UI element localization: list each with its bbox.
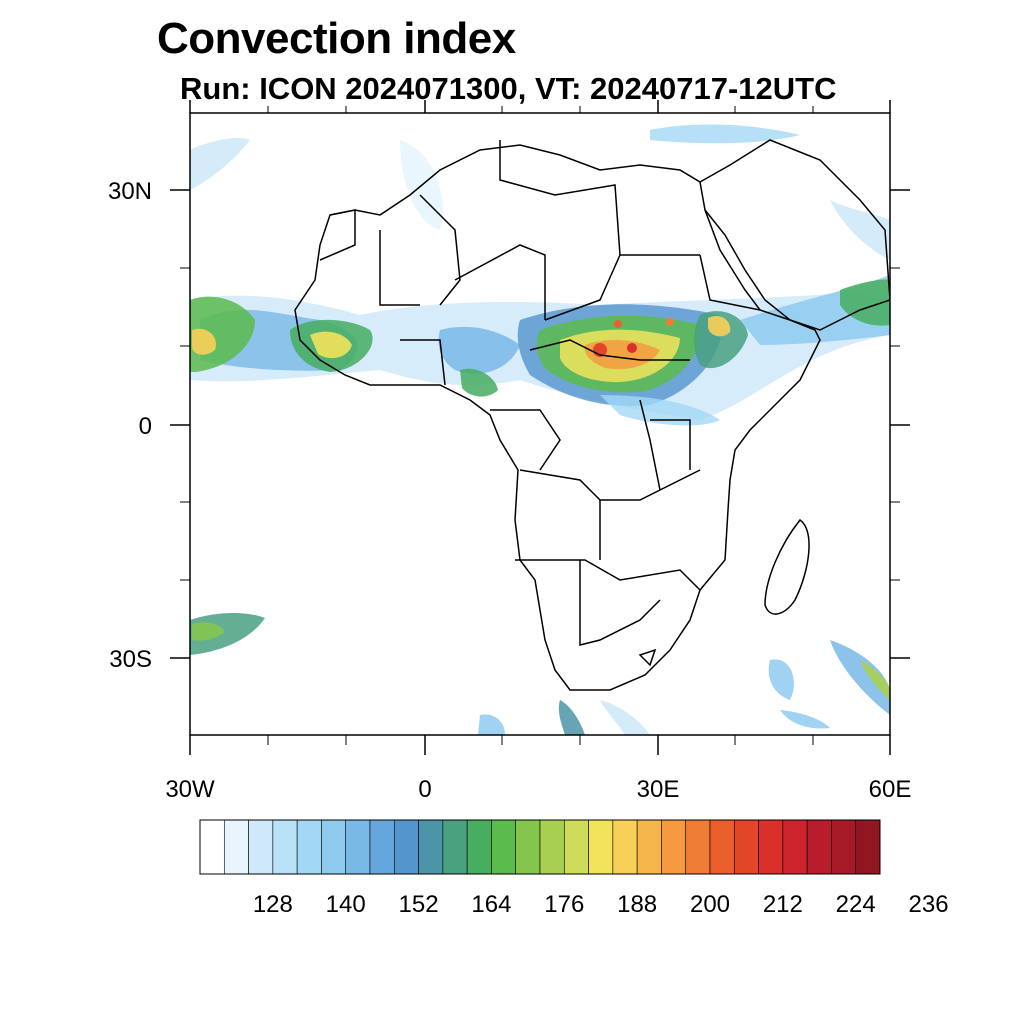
lat-label-30n: 30N: [108, 178, 152, 205]
colorbar-label: 140: [326, 891, 366, 918]
border-2: [454, 244, 546, 320]
border-3: [499, 140, 700, 256]
chart-subtitle: Run: ICON 2024071300, VT: 20240717-12UTC: [180, 71, 837, 106]
nigeria-core: [460, 368, 498, 397]
colorbar-swatch: [806, 819, 832, 875]
axis-ticks: [170, 100, 910, 755]
colorbar-swatch: [418, 819, 444, 875]
border-5: [419, 194, 461, 306]
colorbar-frame: [199, 819, 881, 875]
madagascar-coastline: [764, 518, 810, 615]
colorbar-swatch: [223, 819, 249, 875]
lat-label-30s: 30S: [109, 646, 152, 673]
colorbar-swatch: [393, 819, 419, 875]
border-1: [379, 230, 420, 306]
colorbar-swatch: [321, 819, 347, 875]
indian-ocean-patch: [830, 640, 890, 715]
colorbar-swatch: [466, 819, 492, 875]
chart-title: Convection index: [157, 14, 516, 63]
ethiopia-core: [708, 315, 731, 337]
colorbar-swatch: [563, 819, 589, 875]
border-7: [529, 339, 690, 361]
colorbar-label: 152: [399, 891, 439, 918]
colorbar-swatch: [782, 819, 808, 875]
hot-spot-3: [614, 320, 622, 328]
border-14: [639, 399, 661, 491]
west-africa-hot: [310, 331, 352, 359]
southern-ocean-patch-3: [478, 714, 505, 735]
colorbar-label: 164: [471, 891, 511, 918]
colorbar-label: 236: [909, 891, 949, 918]
border-15: [400, 339, 446, 386]
border-16: [490, 409, 561, 471]
colorbar-label: 224: [836, 891, 876, 918]
colorbar-swatch: [831, 819, 857, 875]
madagascar-south-patch: [768, 659, 794, 700]
colorbar: [199, 819, 881, 875]
colorbar-swatch: [685, 819, 711, 875]
colorbar-swatch: [733, 819, 759, 875]
africa-outline: [294, 139, 890, 691]
congo-drift: [600, 395, 720, 426]
colorbar-labels: 128 140 152 164 176 188 200 212 224 236: [253, 891, 949, 918]
hot-spot-2: [627, 343, 637, 353]
colorbar-swatch: [855, 819, 881, 875]
border-17: [638, 648, 657, 667]
lon-label-60e: 60E: [869, 776, 912, 803]
atlantic-cell-hot: [192, 328, 216, 355]
southern-ocean-patch-2: [600, 700, 650, 735]
convection-field: [190, 124, 890, 735]
nigeria-cell: [438, 326, 520, 374]
colorbar-label: 212: [763, 891, 803, 918]
axis-minor-ticks: [180, 106, 900, 745]
border-8: [699, 254, 761, 311]
map-frame: [189, 112, 891, 736]
colorbar-swatch: [539, 819, 565, 875]
colorbar-label: 200: [690, 891, 730, 918]
southern-ocean-patch-1: [558, 700, 585, 735]
colorbar-swatch: [248, 819, 274, 875]
colorbar-swatch: [515, 819, 541, 875]
colorbar-swatch: [588, 819, 614, 875]
colorbar-swatch: [491, 819, 517, 875]
mediterranean-patch: [650, 124, 800, 144]
border-4: [544, 254, 621, 321]
arabia-coastline: [699, 139, 890, 331]
africa-coastline: [294, 144, 821, 691]
border-11: [579, 560, 661, 646]
colorbar-swatch: [199, 819, 225, 875]
hot-spot-4: [666, 318, 674, 326]
colorbar-swatch: [758, 819, 784, 875]
colorbar-label: 176: [544, 891, 584, 918]
lon-label-30w: 30W: [165, 776, 215, 803]
colorbar-swatch: [661, 819, 687, 875]
colorbar-swatch: [442, 819, 468, 875]
red-sea-patch: [830, 200, 890, 260]
border-6: [319, 209, 356, 261]
colorbar-label: 188: [617, 891, 657, 918]
lon-label-0: 0: [418, 776, 431, 803]
border-9: [519, 469, 701, 501]
south-atlantic-core: [192, 622, 225, 641]
border-10: [515, 559, 701, 591]
colorbar-swatch: [345, 819, 371, 875]
morocco-atlantic-patch: [190, 138, 250, 190]
lat-label-0: 0: [139, 413, 152, 440]
colorbar-swatch: [709, 819, 735, 875]
colorbar-swatch: [369, 819, 395, 875]
colorbar-swatch: [296, 819, 322, 875]
colorbar-swatch: [272, 819, 298, 875]
border-13: [650, 419, 691, 470]
indian-ocean-core: [860, 660, 890, 700]
colorbar-swatch: [636, 819, 662, 875]
ethiopia-cell: [694, 311, 748, 369]
colorbar-swatch: [612, 819, 638, 875]
southern-ocean-patch-4: [780, 710, 830, 729]
colorbar-label: 128: [253, 891, 293, 918]
lon-label-30e: 30E: [637, 776, 680, 803]
